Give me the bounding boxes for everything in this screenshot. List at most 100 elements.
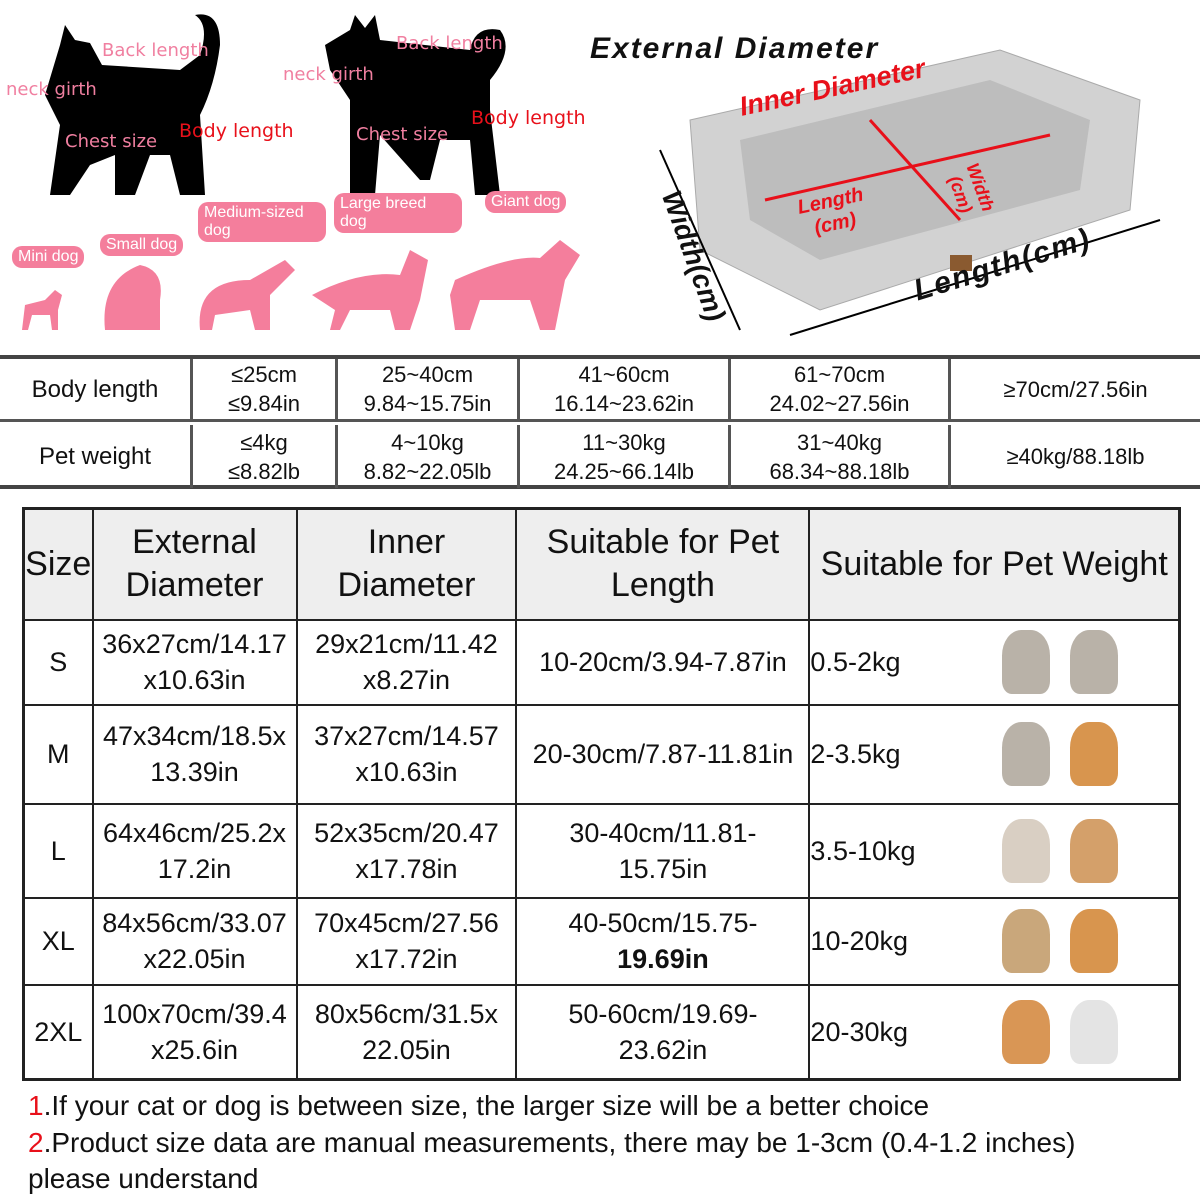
cell-line: 4~10kg [391, 429, 464, 455]
cell: ≥70cm/27.56in [951, 359, 1200, 419]
cell-line: 37x27cm/14.57 [314, 721, 499, 751]
inner-cell: 70x45cm/27.56 x17.72in [295, 896, 518, 986]
cell: 4~10kg 8.82~22.05lb [338, 425, 520, 488]
cat-silhouette [45, 14, 220, 195]
cell-line: 64x46cm/25.2x [102, 817, 287, 848]
cell-line: x22.05in [143, 944, 246, 974]
cell-line: ≥70cm/27.56in [1003, 376, 1148, 402]
length-cell: 10-20cm/3.94-7.87in [515, 618, 811, 706]
size-row: L 64x46cm/25.2x 17.2in 52x35cm/20.47 x17.78i… [22, 802, 1181, 899]
cell-line: 9.84~15.75in [363, 391, 492, 416]
size-row: 2XL 100x70cm/39.4 x25.6in 80x56cm/31.5x 22.0… [22, 983, 1181, 1081]
cell-line: 80x56cm/31.5x [314, 998, 499, 1029]
mini-dog-silhouette [22, 290, 62, 330]
inner-cell: 80x56cm/31.5x 22.05in [295, 983, 518, 1081]
cat-neck-girth-label: neck girth [6, 79, 97, 100]
cat-photo [1002, 630, 1050, 694]
cell-line: ≤8.82lb [227, 458, 300, 484]
weight-value: 3.5-10kg [810, 835, 916, 866]
length-cell: 50-60cm/19.69- 23.62in [515, 983, 811, 1081]
length-cell: 40-50cm/15.75- 19.69in [515, 896, 811, 986]
medium-dog-silhouette [199, 260, 295, 330]
cell-line: x10.63in [355, 757, 458, 787]
weight-value: 20-30kg [810, 1016, 908, 1047]
cell-line: 84x56cm/33.07 [102, 908, 287, 938]
cell: 61~70cm 24.02~27.56in [731, 359, 951, 419]
weight-value: 10-20kg [810, 926, 908, 956]
cell-line: 70x45cm/27.56 [314, 908, 499, 938]
tag-mini-dog: Mini dog [12, 246, 85, 268]
external-diameter-label: External Diameter [590, 32, 880, 65]
note-number: 2 [28, 1127, 44, 1158]
row-label: Body length [0, 359, 193, 419]
cell-line: 31~40kg [796, 429, 883, 455]
weight-cell: 0.5-2kg [808, 618, 1181, 706]
header-length: Suitable for Pet Length [515, 507, 811, 621]
cell: ≥40kg/88.18lb [951, 425, 1200, 488]
cat-body-length-label: Body length [179, 120, 294, 142]
cell-line: 61~70cm [793, 362, 886, 387]
weight-cell: 3.5-10kg [808, 802, 1181, 899]
cell-line: 47x34cm/18.5x [102, 721, 287, 751]
cell-line: 25~40cm [381, 362, 474, 387]
cell-line: 52x35cm/20.47 [314, 817, 499, 848]
cell-line: x17.72in [355, 944, 458, 974]
bed-size-table: Size External Diameter Inner Diameter Su… [22, 507, 1181, 1081]
cell-line: 36x27cm/14.17 [102, 629, 287, 659]
length-cell: 30-40cm/11.81- 15.75in [515, 802, 811, 899]
tag-giant-dog: Giant dog [485, 191, 567, 213]
size-guide-table: Body length ≤25cm ≤9.84in 25~40cm 9.84~15.… [0, 355, 1200, 489]
cell-line: 13.39in [150, 757, 239, 787]
external-cell: 64x46cm/25.2x 17.2in [91, 802, 298, 899]
body-length-row: Body length ≤25cm ≤9.84in 25~40cm 9.84~15.… [0, 359, 1200, 422]
cell: 41~60cm 16.14~23.62in [520, 359, 731, 419]
pet-weight-row: Pet weight ≤4kg ≤8.82lb 4~10kg 8.82~22.05l… [0, 425, 1200, 488]
inner-cell: 52x35cm/20.47 x17.78in [295, 802, 518, 899]
cell-line: 17.2in [157, 853, 232, 884]
corgi-photo [1070, 722, 1118, 786]
cat-chest-size-label: Chest size [65, 131, 158, 152]
terrier-photo [1002, 818, 1050, 883]
weight-value: 0.5-2kg [810, 647, 901, 677]
size-row: XL 84x56cm/33.07 x22.05in 70x45cm/27.56 x17.… [22, 896, 1181, 986]
cell: ≤4kg ≤8.82lb [193, 425, 338, 488]
pet-photos [1002, 818, 1118, 883]
size-cell: M [22, 703, 94, 805]
dog-body-length-label: Body length [471, 107, 586, 129]
cell-line: 50-60cm/19.69- [568, 998, 758, 1029]
pet-photos [1002, 909, 1118, 973]
external-cell: 84x56cm/33.07 x22.05in [91, 896, 298, 986]
inner-cell: 29x21cm/11.42 x8.27in [295, 618, 518, 706]
external-cell: 100x70cm/39.4 x25.6in [91, 983, 298, 1081]
size-cell: XL [22, 896, 94, 986]
note-text: .If your cat or dog is between size, the… [43, 1090, 930, 1121]
cat-photo [1002, 722, 1050, 786]
cat-back-length-label: Back length [102, 40, 209, 61]
size-cell: S [22, 618, 94, 706]
size-cell: L [22, 802, 94, 899]
cell-line: x25.6in [150, 1034, 239, 1065]
cell-line: 19.69in [617, 944, 709, 974]
dog-back-length-label: Back length [396, 33, 503, 54]
tag-large-dog: Large breed dog [334, 193, 462, 233]
header-weight: Suitable for Pet Weight [808, 507, 1181, 621]
cell-line: 16.14~23.62in [553, 391, 695, 416]
header-inner: Inner Diameter [295, 507, 518, 621]
cell-line: ≤4kg [240, 429, 288, 455]
cell-line: 29x21cm/11.42 [315, 629, 498, 659]
cell: ≤25cm ≤9.84in [193, 359, 338, 419]
pet-photos [1002, 630, 1118, 694]
size-row: M 47x34cm/18.5x 13.39in 37x27cm/14.57 x10.63… [22, 703, 1181, 805]
weight-value: 2-3.5kg [810, 739, 901, 769]
cell-line: 24.25~66.14lb [553, 458, 695, 484]
dog-neck-girth-label: neck girth [283, 64, 374, 85]
cell-line: 40-50cm/15.75- [568, 908, 758, 938]
pet-photos [1002, 999, 1118, 1064]
note-text: .Product size data are manual measuremen… [43, 1127, 1076, 1158]
cell: 25~40cm 9.84~15.75in [338, 359, 520, 419]
cell-line: 20-30cm/7.87-11.81in [532, 739, 794, 769]
weight-cell: 10-20kg [808, 896, 1181, 986]
large-dog-silhouette [312, 250, 428, 330]
pet-bed-image [659, 49, 1161, 336]
external-cell: 36x27cm/14.17 x10.63in [91, 618, 298, 706]
